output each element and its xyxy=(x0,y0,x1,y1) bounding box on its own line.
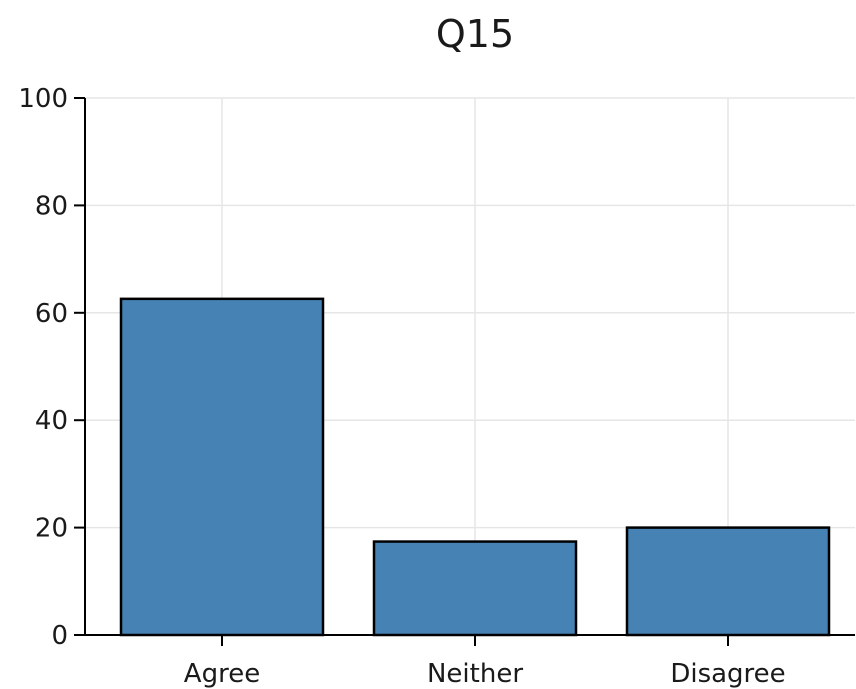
bar-neither xyxy=(372,540,578,637)
y-tick-label: 60 xyxy=(35,299,68,329)
bar-agree xyxy=(119,297,325,637)
x-tick-label: Agree xyxy=(184,659,260,689)
x-axis-ticks: Agree Neither Disagree xyxy=(184,635,786,689)
bar-disagree xyxy=(625,526,831,637)
chart-title: Q15 xyxy=(436,12,514,56)
x-tick-label: Neither xyxy=(427,659,523,689)
bars xyxy=(119,297,831,637)
y-axis-ticks: 0 20 40 60 80 100 xyxy=(18,84,85,651)
x-tick-label: Disagree xyxy=(670,659,785,689)
axes xyxy=(84,98,855,636)
y-tick-label: 40 xyxy=(35,406,68,436)
y-tick-label: 100 xyxy=(18,84,68,114)
y-tick-label: 80 xyxy=(35,191,68,221)
y-tick-label: 0 xyxy=(51,621,68,651)
y-tick-label: 20 xyxy=(35,514,68,544)
